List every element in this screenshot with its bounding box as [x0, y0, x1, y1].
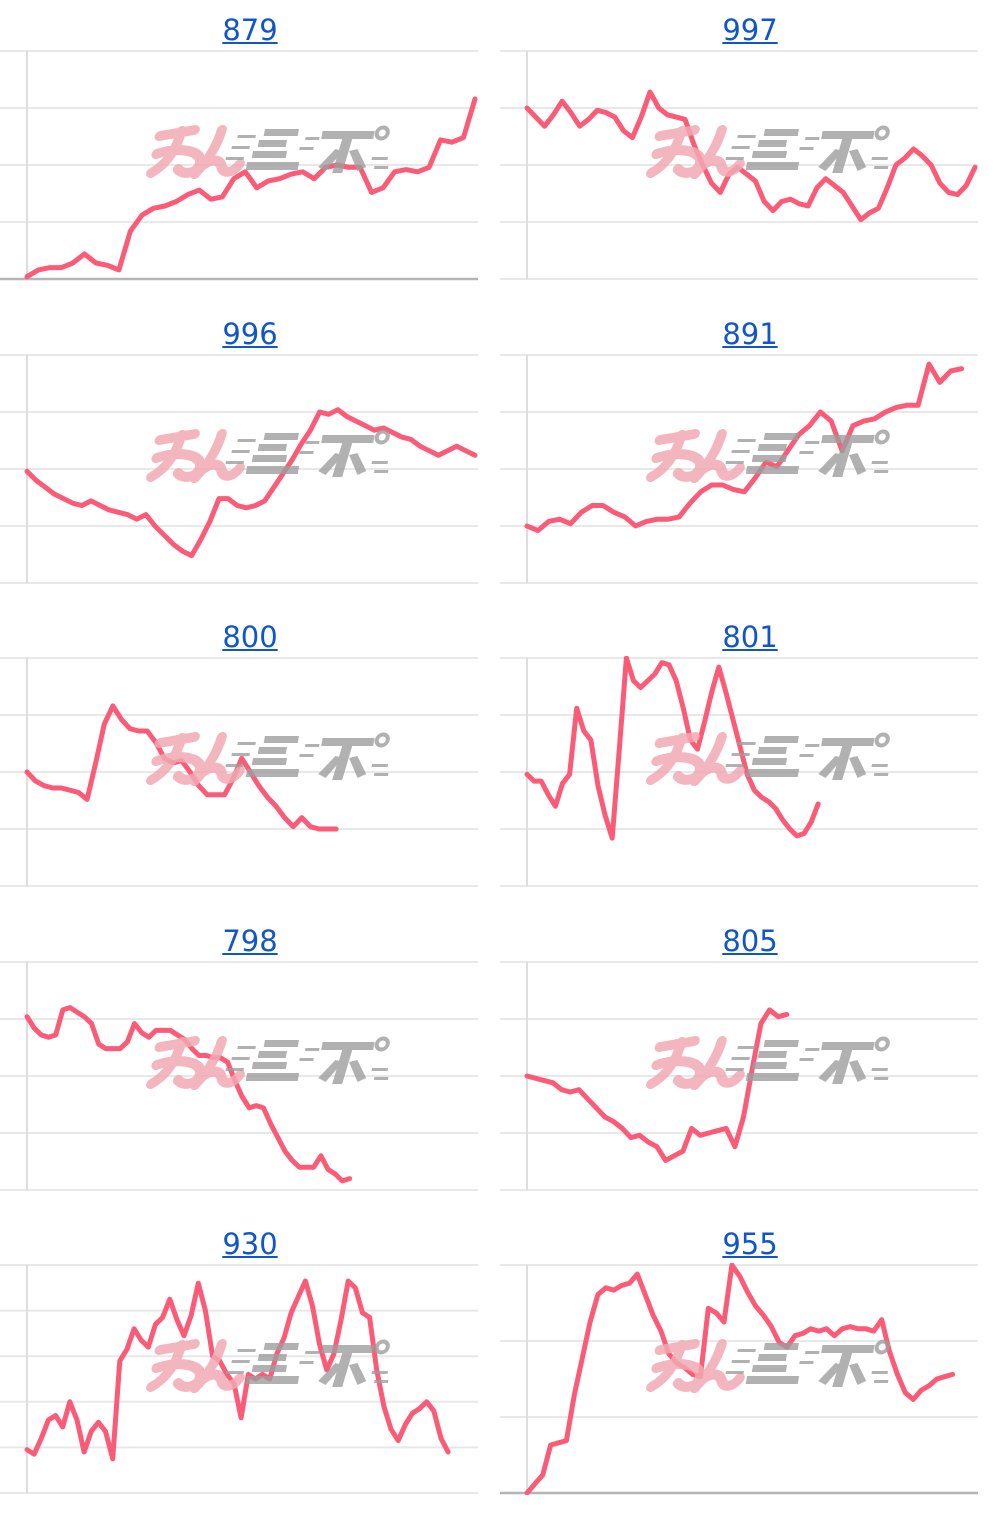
chart-plot — [0, 960, 478, 1192]
chart-title-row: 805 — [500, 911, 1000, 960]
chart-title-link[interactable]: 800 — [222, 620, 278, 655]
line-chart-svg — [0, 1264, 478, 1495]
line-chart-svg — [500, 1263, 978, 1496]
chart-title-row: 801 — [500, 607, 1000, 656]
chart-title-link[interactable]: 801 — [722, 620, 778, 655]
chart-cell: 800 — [0, 607, 500, 911]
chart-title-row: 800 — [0, 607, 500, 656]
chart-title-row: 930 — [0, 1214, 500, 1263]
chart-cell: 955 — [500, 1214, 1000, 1518]
data-series-line — [524, 656, 821, 841]
chart-title-row: 891 — [500, 304, 1000, 353]
chart-title-link[interactable]: 930 — [222, 1227, 278, 1262]
data-series-line — [524, 89, 978, 223]
line-chart-svg — [0, 657, 478, 888]
chart-cell: 930 — [0, 1214, 500, 1518]
chart-plot — [500, 353, 978, 585]
chart-title-row: 997 — [500, 0, 1000, 49]
chart-cell: 805 — [500, 911, 1000, 1215]
chart-plot — [500, 960, 978, 1192]
line-chart-svg — [500, 50, 978, 280]
chart-cell: 891 — [500, 304, 1000, 608]
chart-cell: 801 — [500, 607, 1000, 911]
chart-title-row: 955 — [500, 1214, 1000, 1263]
chart-plot — [500, 1263, 978, 1496]
line-chart-svg — [500, 656, 978, 888]
chart-title-link[interactable]: 955 — [722, 1227, 778, 1262]
chart-cell: 879 — [0, 0, 500, 304]
chart-plot — [500, 656, 978, 888]
chart-plot — [0, 1263, 478, 1495]
data-series-line — [524, 1007, 790, 1163]
data-series-line — [524, 361, 965, 533]
data-series-line — [524, 1263, 956, 1496]
line-chart-svg — [0, 960, 478, 1191]
chart-cell: 997 — [500, 0, 1000, 304]
chart-title-link[interactable]: 996 — [222, 316, 278, 351]
chart-title-link[interactable]: 879 — [222, 13, 278, 47]
line-chart-svg — [0, 353, 478, 584]
data-series-line — [24, 703, 339, 832]
chart-cell: 798 — [0, 911, 500, 1215]
chart-plot — [0, 353, 478, 585]
line-chart-svg — [500, 960, 978, 1191]
chart-cell: 996 — [0, 304, 500, 608]
data-series-line — [24, 1278, 451, 1462]
data-series-line — [24, 406, 478, 558]
chart-plot — [0, 656, 478, 888]
chart-plot — [500, 49, 978, 281]
data-series-line — [24, 1004, 353, 1184]
chart-title-link[interactable]: 997 — [722, 13, 778, 47]
chart-title-link[interactable]: 891 — [722, 316, 778, 351]
chart-title-link[interactable]: 805 — [722, 923, 778, 958]
chart-title-row: 798 — [0, 911, 500, 960]
line-chart-svg — [0, 50, 478, 281]
chart-title-row: 879 — [0, 0, 500, 49]
chart-title-link[interactable]: 798 — [222, 923, 278, 958]
chart-title-row: 996 — [0, 304, 500, 353]
line-chart-svg — [500, 353, 978, 584]
chart-plot — [0, 49, 478, 281]
data-series-line — [24, 96, 478, 280]
